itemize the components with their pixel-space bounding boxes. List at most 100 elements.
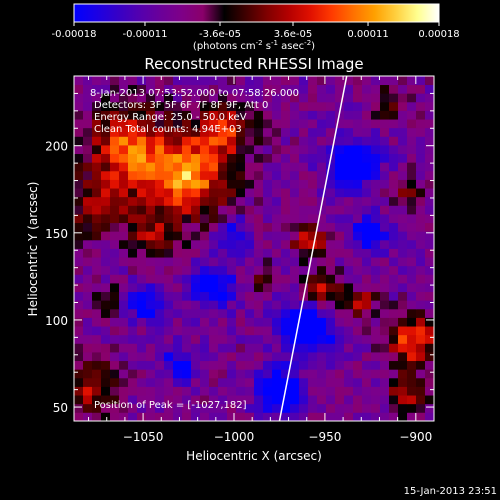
heatmap-cell [371,205,381,215]
heatmap-cell [299,76,309,86]
heatmap-cell [326,188,336,198]
heatmap-cell [218,231,228,241]
heatmap-cell [281,76,291,86]
heatmap-cell [191,84,201,94]
heatmap-cell [218,326,228,336]
heatmap-cell [182,257,192,267]
heatmap-cell [200,377,210,387]
heatmap-cell [110,274,120,284]
heatmap-cell [101,403,111,413]
heatmap-cell [236,110,246,120]
heatmap-cell [407,101,417,111]
heatmap-cell [281,170,291,180]
heatmap-cell [218,179,228,189]
heatmap-cell [227,239,237,249]
heatmap-cell [92,119,102,129]
heatmap-cell [119,403,129,413]
colorbar-gradient [73,3,440,23]
heatmap-cell [200,360,210,370]
heatmap-cell [353,162,363,172]
heatmap-cell [110,412,120,421]
heatmap-cell [182,170,192,180]
heatmap-cell [92,343,102,353]
heatmap-cell [353,317,363,327]
heatmap-cell [83,395,93,405]
heatmap-cell [308,188,318,198]
heatmap-cell [290,369,300,379]
heatmap-cell [281,84,291,94]
heatmap-cell [326,369,336,379]
heatmap-cell [416,84,426,94]
heatmap-cell [137,369,147,379]
heatmap-cell [92,326,102,336]
heatmap-cell [74,283,84,293]
heatmap-cell [254,179,264,189]
heatmap-cell [290,265,300,275]
heatmap-cell [236,403,246,413]
heatmap-cell [299,360,309,370]
heatmap-cell [218,334,228,344]
heatmap-cell [371,110,381,120]
heatmap-cell [290,101,300,111]
heatmap-cell [317,84,327,94]
heatmap-cell [128,239,138,249]
heatmap-cell [146,334,156,344]
heatmap-cell [290,179,300,189]
heatmap-cell [164,170,174,180]
heatmap-cell [173,257,183,267]
heatmap-cell [218,291,228,301]
heatmap-cell [335,188,345,198]
heatmap-cell [344,257,354,267]
heatmap-cell [299,334,309,344]
heatmap-cell [299,386,309,396]
heatmap-cell [299,231,309,241]
heatmap-cell [164,153,174,163]
heatmap-cell [263,170,273,180]
heatmap-cell [263,196,273,206]
heatmap-cell [254,188,264,198]
heatmap-cell [236,101,246,111]
heatmap-cell [146,360,156,370]
heatmap-cell [371,352,381,362]
heatmap-cell [272,369,282,379]
heatmap-cell [425,265,434,275]
heatmap-cell [146,231,156,241]
heatmap-cell [74,386,84,396]
heatmap-cell [200,136,210,146]
heatmap-cell [101,136,111,146]
heatmap-cell [164,352,174,362]
heatmap-cell [110,136,120,146]
heatmap-cell [200,196,210,206]
heatmap-cell [209,308,219,318]
heatmap-cell [353,283,363,293]
heatmap-cell [398,291,408,301]
heatmap-cell [164,84,174,94]
heatmap-cell [281,291,291,301]
heatmap-cell [308,377,318,387]
heatmap-cell [236,248,246,258]
heatmap-cell [92,101,102,111]
heatmap-cell [425,76,434,86]
heatmap-cell [209,179,219,189]
heatmap-cell [218,403,228,413]
heatmap-cell [83,283,93,293]
heatmap-cell [137,136,147,146]
heatmap-cell [101,119,111,129]
heatmap-cell [281,412,291,421]
heatmap-cell [353,222,363,232]
heatmap-cell [137,101,147,111]
heatmap-cell [308,352,318,362]
heatmap-cell [209,136,219,146]
heatmap-cell [110,377,120,387]
heatmap-cell [92,352,102,362]
heatmap-cell [389,84,399,94]
heatmap-cell [398,283,408,293]
heatmap-cell [407,196,417,206]
heatmap-cell [218,248,228,258]
heatmap-cell [290,343,300,353]
heatmap-cell [425,412,434,421]
heatmap-cell [353,110,363,120]
heatmap-cell [317,110,327,120]
heatmap-cell [119,300,129,310]
